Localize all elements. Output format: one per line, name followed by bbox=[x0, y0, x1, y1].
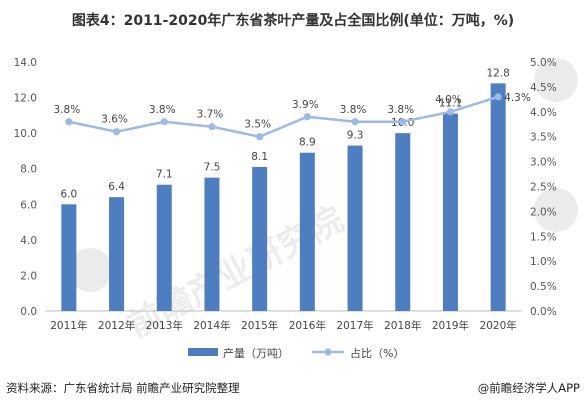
bar-value-label: 6.0 bbox=[60, 188, 77, 200]
bar-value-label: 9.3 bbox=[347, 130, 364, 142]
share-point bbox=[112, 128, 121, 136]
y-left-tick-label: 6.0 bbox=[20, 199, 37, 211]
bar-value-label: 7.5 bbox=[204, 162, 221, 174]
bar bbox=[347, 145, 363, 311]
y-left-tick-label: 0.0 bbox=[20, 306, 37, 318]
x-tick-label: 2013年 bbox=[146, 319, 183, 332]
share-value-label: 3.8% bbox=[387, 104, 414, 116]
legend-line-label: 占比（%） bbox=[350, 346, 404, 360]
x-tick-label: 2012年 bbox=[98, 319, 135, 332]
x-tick-label: 2018年 bbox=[384, 319, 421, 332]
share-line bbox=[68, 95, 499, 139]
y-left-tick-label: 12.0 bbox=[14, 93, 37, 105]
share-value-label: 3.8% bbox=[54, 104, 81, 116]
x-tick-label: 2015年 bbox=[241, 319, 278, 332]
share-value-label: 3.8% bbox=[149, 104, 176, 116]
legend-bar-label: 产量（万吨） bbox=[223, 346, 289, 360]
share-point bbox=[160, 118, 168, 126]
bar-value-label: 8.9 bbox=[299, 137, 316, 149]
legend-line-marker bbox=[324, 348, 332, 356]
x-tick-label: 2017年 bbox=[336, 319, 373, 332]
share-value-label: 3.7% bbox=[197, 109, 224, 121]
bar-value-label: 6.4 bbox=[108, 181, 125, 193]
share-value-label: 3.6% bbox=[101, 114, 128, 126]
bar bbox=[252, 166, 268, 311]
share-value-label: 4.0% bbox=[435, 94, 462, 106]
share-point bbox=[65, 118, 73, 126]
y-right-tick-label: 2.5% bbox=[530, 182, 557, 194]
share-value-label: 4.3% bbox=[504, 92, 531, 104]
bar-value-label: 11.1 bbox=[439, 98, 462, 110]
x-tick-label: 2011年 bbox=[50, 319, 87, 332]
y-right-tick-label: 0.5% bbox=[530, 281, 557, 293]
y-right-tick-label: 4.5% bbox=[530, 82, 557, 94]
bar bbox=[395, 133, 411, 311]
y-left-tick-label: 8.0 bbox=[20, 164, 37, 176]
share-value-label: 3.8% bbox=[340, 104, 367, 116]
share-value-label: 3.5% bbox=[244, 119, 271, 131]
share-point bbox=[351, 118, 359, 126]
x-tick-label: 2019年 bbox=[432, 319, 469, 332]
bar bbox=[299, 152, 315, 311]
chart-title: 图表4：2011-2020年广东省茶叶产量及占全国比例(单位：万吨，%) bbox=[71, 13, 515, 29]
share-value-label: 3.9% bbox=[292, 99, 319, 111]
share-point bbox=[494, 93, 502, 101]
y-right-tick-label: 1.0% bbox=[530, 256, 557, 268]
bar bbox=[442, 113, 458, 311]
share-point bbox=[446, 108, 455, 116]
y-left-tick-label: 10.0 bbox=[14, 128, 37, 140]
y-left-tick-label: 4.0 bbox=[20, 235, 37, 247]
y-right-tick-label: 1.5% bbox=[530, 231, 557, 243]
bar-value-label: 12.8 bbox=[486, 67, 509, 79]
share-point bbox=[399, 118, 407, 126]
y-right-tick-label: 0.0% bbox=[530, 306, 557, 318]
bar-value-label: 8.1 bbox=[251, 151, 268, 163]
y-right-tick-label: 3.0% bbox=[530, 157, 557, 169]
x-tick-label: 2014年 bbox=[193, 319, 230, 332]
share-point bbox=[303, 113, 311, 121]
share-point bbox=[256, 133, 264, 141]
y-right-tick-label: 4.0% bbox=[530, 107, 557, 119]
y-left-tick-label: 14.0 bbox=[14, 57, 37, 69]
bar-value-label: 7.1 bbox=[156, 169, 173, 181]
bar bbox=[61, 204, 77, 311]
credit-note: @前瞻经济学人APP bbox=[477, 381, 580, 395]
watermark-logo bbox=[68, 58, 578, 292]
y-right-tick-label: 2.0% bbox=[530, 206, 557, 218]
x-tick-label: 2016年 bbox=[289, 319, 326, 332]
y-left-tick-label: 2.0 bbox=[20, 270, 37, 282]
legend-bar-swatch bbox=[188, 348, 218, 356]
bar bbox=[490, 83, 506, 311]
bar bbox=[156, 184, 172, 311]
bar bbox=[204, 177, 220, 311]
source-note: 资料来源：广东省统计局 前瞻产业研究院整理 bbox=[6, 381, 240, 395]
y-right-tick-label: 3.5% bbox=[530, 132, 557, 144]
x-tick-label: 2020年 bbox=[480, 319, 517, 332]
share-point bbox=[208, 123, 216, 131]
y-right-tick-label: 5.0% bbox=[530, 57, 557, 69]
bar bbox=[109, 197, 125, 311]
